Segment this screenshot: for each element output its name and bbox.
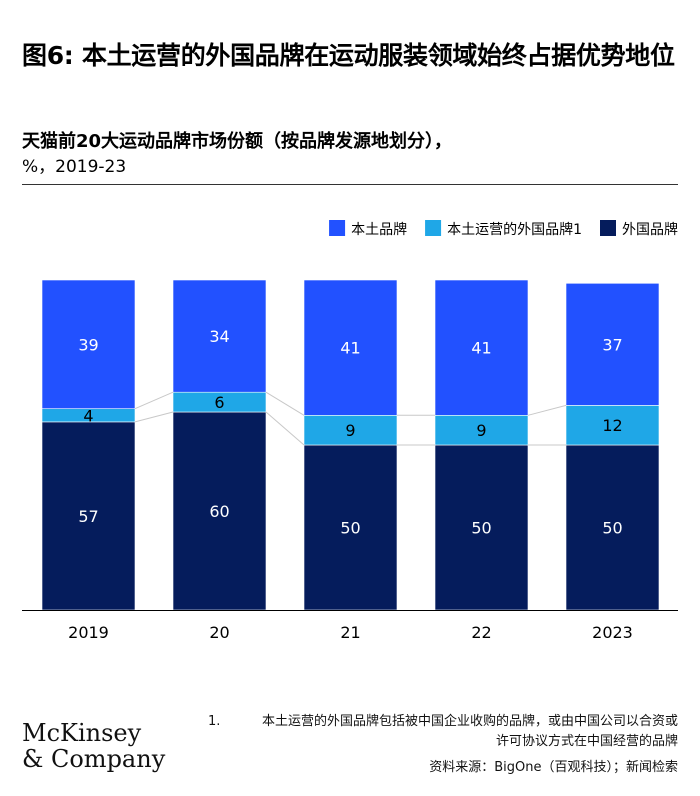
- footnote-text-1: 本土运营的外国品牌包括被中国企业收购的品牌，或由中国公司以合资或: [261, 714, 678, 729]
- x-tick-label: 2023: [592, 623, 633, 642]
- data-label: 4: [83, 406, 93, 425]
- x-tick-label: 22: [471, 623, 491, 642]
- data-label: 37: [602, 335, 622, 354]
- logo-line-2: & Company: [22, 745, 166, 773]
- data-label: 57: [78, 507, 98, 526]
- data-label: 60: [209, 502, 229, 521]
- bar-segment: [41, 279, 136, 409]
- logo-line-1: McKinsey: [22, 719, 142, 747]
- data-label: 12: [602, 416, 622, 435]
- data-label: 34: [209, 327, 229, 346]
- x-tick-label: 20: [209, 623, 229, 642]
- bar-segment: [434, 444, 529, 611]
- connector-line: [134, 411, 174, 423]
- connector-line: [265, 411, 305, 446]
- data-label: 50: [471, 519, 491, 538]
- connector-line: [265, 391, 305, 416]
- mckinsey-logo: McKinsey & Company: [22, 720, 165, 772]
- bar-segment: [565, 405, 660, 446]
- legend-swatch: [329, 220, 346, 236]
- source-note: 资料来源：BigOne（百观科技）；新闻检索: [429, 760, 678, 775]
- bar-segment: [565, 283, 660, 406]
- bar-segment: [303, 415, 398, 446]
- legend-label: 本土品牌: [351, 221, 407, 238]
- bar-segment: [565, 444, 660, 611]
- chart-subtitle: 天猫前20大运动品牌市场份额（按品牌发源地划分），: [22, 131, 453, 152]
- footnote-text-2: 许可协议方式在中国经营的品牌: [495, 734, 678, 749]
- legend-swatch: [425, 220, 442, 236]
- data-label: 9: [476, 421, 486, 440]
- legend-label: 外国品牌: [622, 221, 678, 238]
- data-label: 41: [340, 339, 360, 358]
- x-tick-label: 21: [340, 623, 360, 642]
- bar-segment: [303, 444, 398, 611]
- footnote-number: 1.: [208, 714, 221, 729]
- data-label: 50: [340, 519, 360, 538]
- data-label: 6: [214, 393, 224, 412]
- bar-segment: [172, 411, 267, 611]
- chart-title: 图6: 本土运营的外国品牌在运动服装领域始终占据优势地位: [22, 41, 675, 70]
- bar-segment: [172, 279, 267, 393]
- data-label: 50: [602, 519, 622, 538]
- connector-line: [527, 404, 567, 416]
- legend-swatch: [600, 220, 616, 236]
- data-label: 9: [345, 421, 355, 440]
- bar-segment: [303, 279, 398, 416]
- connector-line: [134, 391, 174, 410]
- stacked-bar-chart: 外国品牌 本土运营的外国品牌1 本土品牌 57 4 39 2019 60 6 34 20 50 9 41 2…: [22, 220, 678, 642]
- bar-segment: [41, 421, 136, 611]
- x-tick-label: 2019: [68, 623, 109, 642]
- header-divider: [22, 184, 678, 185]
- legend-label: 本土运营的外国品牌1: [447, 221, 582, 238]
- footnote-block: 1. 本土运营的外国品牌包括被中国企业收购的品牌，或由中国公司以合资或 许可协议…: [208, 712, 678, 778]
- chart-unit: %，2019-23: [22, 157, 127, 177]
- data-label: 39: [78, 335, 98, 354]
- data-label: 41: [471, 339, 491, 358]
- bar-segment: [434, 415, 529, 446]
- bar-segment: [434, 279, 529, 416]
